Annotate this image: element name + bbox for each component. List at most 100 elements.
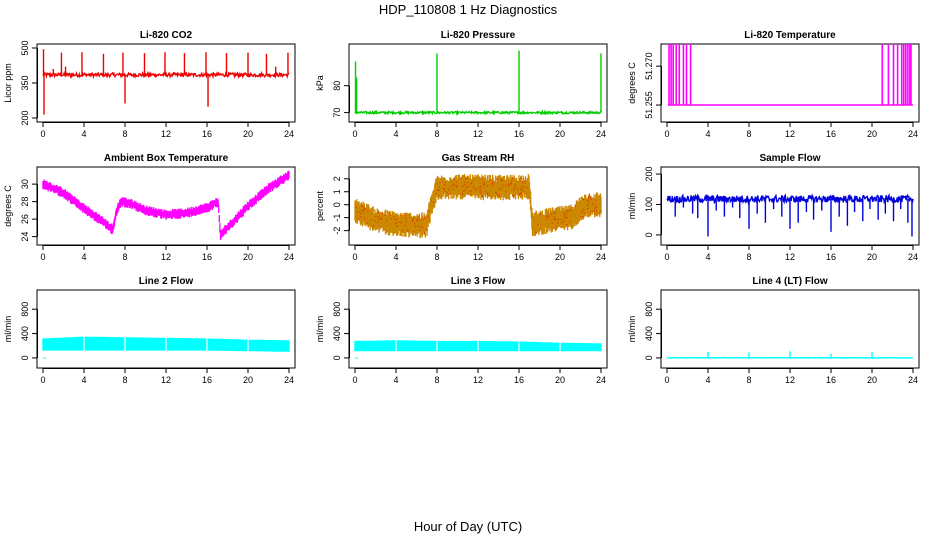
y-tick-label: 1 — [332, 189, 342, 194]
y-tick-label: 51.270 — [644, 52, 654, 80]
x-tick-label: 24 — [596, 252, 606, 262]
x-tick-label: 4 — [705, 375, 710, 385]
x-tick-label: 12 — [785, 252, 795, 262]
x-tick-label: 20 — [555, 375, 565, 385]
x-tick-label: 12 — [161, 375, 171, 385]
x-tick-label: 0 — [664, 375, 669, 385]
y-tick-label: 200 — [20, 110, 30, 125]
y-tick-label: 26 — [20, 214, 30, 224]
y-tick-label: 30 — [20, 179, 30, 189]
x-tick-label: 16 — [514, 375, 524, 385]
trace-line — [42, 70, 290, 80]
y-tick-label: 0 — [20, 355, 30, 360]
x-tick-label: 12 — [785, 129, 795, 139]
y-tick-label: 400 — [644, 326, 654, 341]
x-tick-label: 4 — [705, 252, 710, 262]
y-tick-label: 0 — [332, 355, 342, 360]
y-tick-label: 0 — [644, 355, 654, 360]
trace-line — [354, 109, 602, 117]
x-tick-label: 4 — [705, 129, 710, 139]
y-tick-label: -2 — [332, 227, 342, 235]
panel-title: Ambient Box Temperature — [104, 153, 229, 164]
panel-title: Line 3 Flow — [451, 276, 506, 287]
y-axis-label: ml/min — [3, 316, 13, 343]
x-tick-label: 4 — [393, 375, 398, 385]
x-tick-label: 16 — [202, 252, 212, 262]
x-tick-label: 16 — [514, 129, 524, 139]
x-tick-label: 20 — [555, 252, 565, 262]
x-tick-label: 12 — [473, 129, 483, 139]
panel-1: Li-820 CO2 Licor ppm 0 4 8 12 16 20 24 200 350 500 — [3, 30, 296, 139]
data-series — [354, 50, 602, 117]
data-series — [42, 170, 290, 240]
data-series — [668, 44, 913, 106]
x-tick-label: 16 — [826, 129, 836, 139]
y-tick-label: 2 — [332, 176, 342, 181]
x-tick-label: 24 — [908, 252, 918, 262]
figure-x-axis-label: Hour of Day (UTC) — [413, 519, 523, 534]
x-tick-label: 20 — [243, 252, 253, 262]
panel-title: Line 4 (LT) Flow — [752, 276, 828, 287]
panel-frame — [660, 43, 920, 123]
y-axis-label: degrees C — [627, 62, 637, 104]
y-tick-label: 400 — [20, 326, 30, 341]
y-tick-label: 80 — [332, 81, 342, 91]
rh-speckle — [355, 177, 602, 234]
x-tick-label: 0 — [40, 252, 45, 262]
panel-title: Li-820 Pressure — [441, 30, 516, 41]
panel-7: Line 2 Flow ml/min 0 4 8 12 16 20 24 0 400 800 — [3, 276, 296, 385]
x-tick-label: 8 — [122, 252, 127, 262]
x-tick-label: 8 — [746, 252, 751, 262]
y-tick-label: -1 — [332, 214, 342, 222]
y-axis-label: ml/min — [627, 316, 637, 343]
y-tick-label: 400 — [332, 326, 342, 341]
data-series — [354, 338, 602, 359]
y-tick-label: 0 — [332, 202, 342, 207]
x-tick-label: 0 — [40, 375, 45, 385]
figure-title: HDP_110808 1 Hz Diagnostics — [378, 2, 558, 17]
x-tick-label: 4 — [393, 129, 398, 139]
panel-8: Line 3 Flow ml/min 0 4 8 12 16 20 24 0 400 800 — [315, 276, 608, 385]
x-tick-label: 24 — [596, 375, 606, 385]
x-tick-label: 8 — [434, 129, 439, 139]
y-tick-label: 800 — [20, 302, 30, 317]
x-tick-label: 16 — [202, 375, 212, 385]
data-series — [354, 173, 602, 238]
y-tick-label: 0 — [644, 232, 654, 237]
panel-title: Line 2 Flow — [139, 276, 194, 287]
x-tick-label: 24 — [284, 252, 294, 262]
x-tick-label: 4 — [81, 129, 86, 139]
x-tick-label: 4 — [393, 252, 398, 262]
x-tick-label: 8 — [434, 375, 439, 385]
x-tick-label: 24 — [284, 129, 294, 139]
x-tick-label: 8 — [122, 129, 127, 139]
panel-9: Line 4 (LT) Flow ml/min 0 4 8 12 16 20 24 0 400 800 — [627, 276, 920, 385]
y-tick-label: 24 — [20, 232, 30, 242]
x-tick-label: 4 — [81, 375, 86, 385]
x-tick-label: 20 — [243, 129, 253, 139]
y-tick-label: 200 — [644, 167, 654, 182]
x-tick-label: 0 — [352, 129, 357, 139]
panel-3: Li-820 Temperature degrees C 0 4 8 12 16 20 24 51… — [627, 30, 920, 139]
x-tick-label: 16 — [826, 252, 836, 262]
x-tick-label: 4 — [81, 252, 86, 262]
y-axis-label: percent — [315, 190, 325, 221]
x-tick-label: 24 — [284, 375, 294, 385]
y-axis-label: ml/min — [315, 316, 325, 343]
x-tick-label: 0 — [40, 129, 45, 139]
x-tick-label: 8 — [122, 375, 127, 385]
y-axis-label: Licor ppm — [3, 63, 13, 103]
y-tick-label: 51.255 — [644, 91, 654, 119]
y-tick-label: 70 — [332, 108, 342, 118]
y-tick-label: 800 — [644, 302, 654, 317]
panel-title: Li-820 Temperature — [744, 30, 836, 41]
x-tick-label: 24 — [908, 129, 918, 139]
x-tick-label: 16 — [202, 129, 212, 139]
y-axis-label: degrees C — [3, 185, 13, 227]
y-tick-label: 100 — [644, 197, 654, 212]
y-tick-label: 800 — [332, 302, 342, 317]
x-tick-label: 0 — [352, 252, 357, 262]
y-axis-label: ml/min — [627, 193, 637, 220]
